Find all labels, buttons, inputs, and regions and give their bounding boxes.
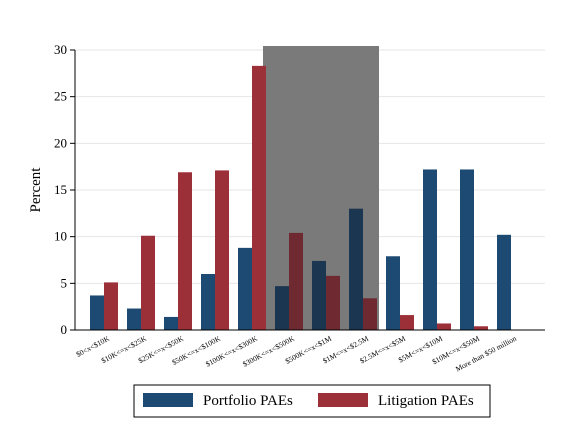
y-tick-label: 5 [61,275,68,290]
bar-portfolio-11 [497,234,511,330]
y-tick-label: 15 [54,182,67,197]
x-tick-label: More than $50 million [454,334,518,374]
bar-litigation-10 [474,326,488,330]
axes [70,49,545,331]
y-tick-label: 25 [54,89,67,104]
bar-litigation-9 [437,323,451,330]
legend-swatch [318,393,368,407]
bar-portfolio-3 [201,274,215,330]
bar-portfolio-5 [275,286,289,330]
bar-litigation-7 [363,298,377,330]
y-tick-labels: 0 5 10 15 20 25 30 [54,42,67,337]
bar-litigation-4 [252,65,266,330]
legend-label: Litigation PAEs [378,393,474,409]
bar-portfolio-9 [423,169,437,330]
bar-litigation-8 [400,315,414,330]
bar-litigation-1 [141,235,155,330]
bar-litigation-5 [289,232,303,330]
bar-litigation-0 [104,282,118,330]
bar-portfolio-4 [238,247,252,330]
legend-label: Portfolio PAEs [203,393,293,409]
bar-litigation-3 [215,170,229,330]
bar-portfolio-1 [127,308,141,330]
legend-swatch [143,393,193,407]
x-tick-labels: $0<x<$10K$10K<=x<$25K$25K<=x<$50K$50K<=x… [75,334,519,374]
bar-litigation-6 [326,275,340,330]
bar-portfolio-0 [90,295,104,330]
bar-portfolio-2 [164,316,178,330]
bar-litigation-2 [178,172,192,330]
legend: Portfolio PAEs Litigation PAEs [133,384,491,418]
y-axis-label: Percent [28,167,44,213]
bar-portfolio-10 [460,169,474,330]
y-tick-label: 30 [54,42,67,57]
bar-portfolio-7 [349,208,363,330]
y-tick-label: 0 [61,322,68,337]
bar-portfolio-8 [386,256,400,330]
y-tick-label: 20 [54,135,67,150]
bars [90,65,511,330]
bar-portfolio-6 [312,260,326,330]
legend-box [133,384,491,418]
y-tick-label: 10 [54,229,67,244]
